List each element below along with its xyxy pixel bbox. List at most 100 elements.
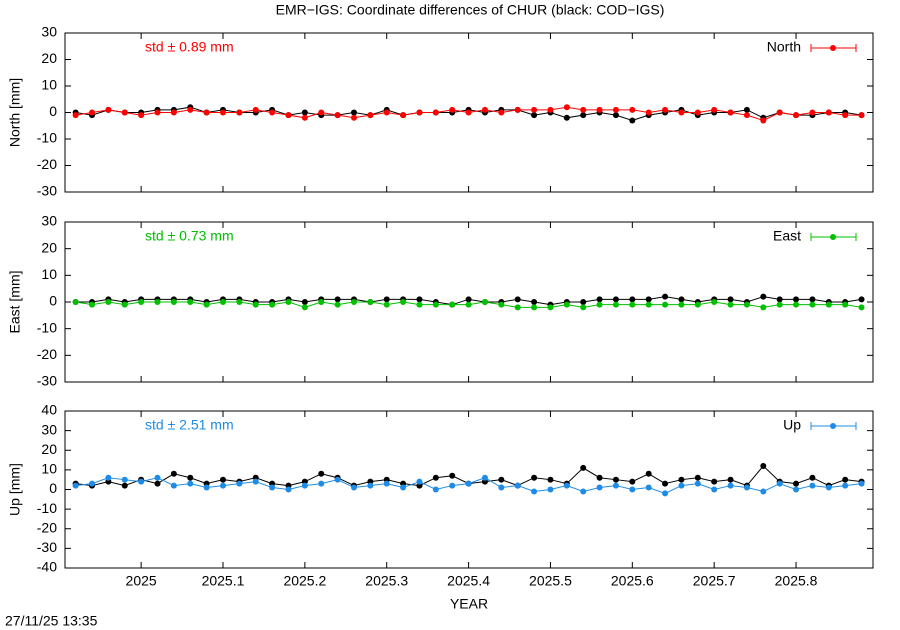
- data-point: [334, 476, 341, 483]
- data-point: [760, 304, 767, 311]
- data-point: [138, 112, 145, 119]
- data-point: [580, 299, 587, 305]
- data-point: [842, 301, 849, 308]
- data-point: [514, 106, 521, 113]
- annotation: std ± 0.89 mm: [145, 39, 234, 55]
- data-point: [138, 299, 145, 305]
- data-point: [72, 299, 79, 305]
- y-tick-label: -20: [37, 519, 57, 535]
- data-point: [105, 106, 112, 113]
- data-point: [105, 474, 112, 481]
- y-tick-label: 0: [49, 480, 57, 496]
- data-point: [711, 106, 718, 113]
- data-point: [612, 301, 619, 308]
- data-point: [219, 109, 226, 116]
- data-point: [743, 484, 750, 491]
- figure-title: EMR−IGS: Coordinate differences of CHUR …: [276, 2, 665, 18]
- data-point: [498, 484, 505, 491]
- data-point: [301, 114, 308, 121]
- data-point: [596, 301, 603, 308]
- data-point: [694, 109, 701, 116]
- data-point: [318, 299, 325, 305]
- data-point: [367, 112, 374, 119]
- x-tick-label: 2025.1: [202, 573, 245, 589]
- x-tick-label: 2025.7: [693, 573, 736, 589]
- y-tick-label: 10: [41, 266, 57, 282]
- data-point: [678, 301, 685, 308]
- data-point: [694, 480, 701, 487]
- data-point: [432, 109, 439, 116]
- annotation: std ± 2.51 mm: [145, 417, 234, 433]
- data-point: [662, 490, 669, 497]
- data-point: [563, 104, 570, 111]
- data-point: [711, 486, 718, 493]
- data-point: [531, 488, 538, 495]
- data-point: [793, 112, 800, 119]
- data-point: [563, 114, 570, 121]
- data-point: [318, 480, 325, 487]
- data-point: [793, 296, 800, 303]
- data-point: [776, 301, 783, 308]
- data-point: [580, 464, 587, 471]
- data-point: [596, 484, 603, 491]
- y-tick-label: 0: [49, 103, 57, 119]
- data-point: [793, 480, 800, 487]
- data-point: [416, 296, 423, 303]
- data-point: [383, 480, 390, 487]
- data-point: [432, 301, 439, 308]
- plot-frame: [64, 32, 874, 193]
- data-point: [727, 476, 734, 483]
- data-point: [203, 484, 210, 491]
- timestamp: 27/11/25 13:35: [5, 613, 98, 629]
- data-point: [793, 486, 800, 493]
- data-point: [662, 480, 669, 487]
- data-point: [645, 484, 652, 491]
- data-point: [465, 296, 472, 303]
- data-point: [727, 301, 734, 308]
- data-point: [301, 299, 308, 305]
- data-point: [301, 109, 308, 116]
- data-point: [203, 301, 210, 308]
- data-point: [416, 301, 423, 308]
- data-point: [629, 486, 636, 493]
- data-point: [481, 474, 488, 481]
- data-point: [285, 486, 292, 493]
- data-point: [219, 476, 226, 483]
- data-point: [809, 109, 816, 116]
- data-point: [629, 106, 636, 113]
- y-tick-label: 10: [41, 77, 57, 93]
- data-point: [334, 112, 341, 119]
- data-point: [612, 106, 619, 113]
- data-point: [498, 301, 505, 308]
- data-point: [416, 478, 423, 485]
- plot-frame: [64, 221, 874, 383]
- data-point: [269, 484, 276, 491]
- data-point: [858, 304, 865, 311]
- data-point: [678, 476, 685, 483]
- data-point: [662, 293, 669, 300]
- data-point: [531, 474, 538, 481]
- data-point: [383, 296, 390, 303]
- data-point: [170, 470, 177, 477]
- data-point: [121, 301, 128, 308]
- legend-marker: [830, 423, 836, 429]
- data-point: [596, 296, 603, 303]
- data-point: [121, 476, 128, 483]
- data-point: [760, 462, 767, 469]
- data-point: [842, 112, 849, 119]
- data-point: [514, 482, 521, 489]
- data-point: [400, 112, 407, 119]
- data-point: [154, 474, 161, 481]
- data-point: [645, 109, 652, 116]
- x-tick-label: 2025.2: [283, 573, 326, 589]
- data-point: [170, 299, 177, 305]
- data-point: [383, 301, 390, 308]
- x-tick-label: 2025.5: [529, 573, 572, 589]
- data-point: [72, 482, 79, 489]
- data-point: [72, 112, 79, 119]
- data-point: [678, 482, 685, 489]
- data-point: [760, 488, 767, 495]
- data-point: [465, 109, 472, 116]
